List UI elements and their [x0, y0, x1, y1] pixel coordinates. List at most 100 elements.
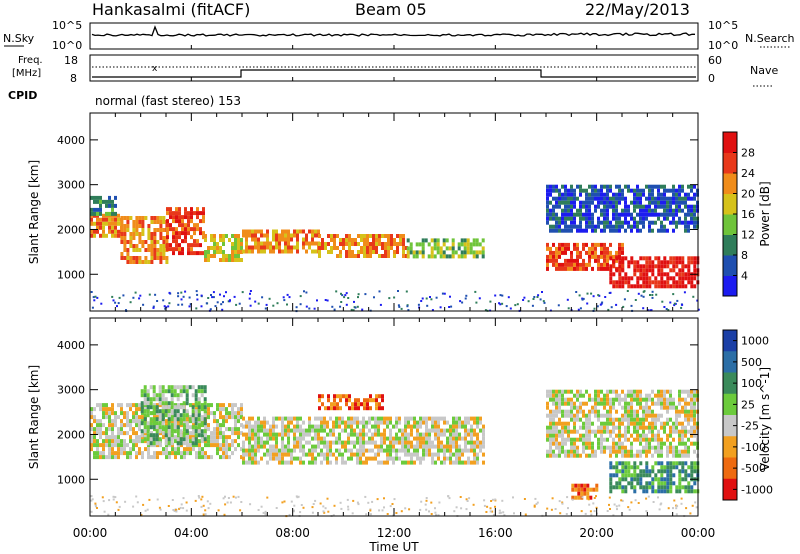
echo-speckle: [232, 495, 235, 498]
noise-tick-top-right: 10^5: [708, 19, 738, 32]
echo-cell: [576, 389, 579, 394]
echo-cell: [567, 242, 570, 247]
echo-cell: [618, 188, 621, 193]
echo-cell: [167, 405, 171, 410]
echo-cell: [311, 249, 314, 254]
echo-speckle: [391, 503, 394, 505]
echo-cell: [473, 456, 476, 461]
echo-cell: [624, 453, 627, 458]
echo-speckle: [566, 298, 569, 301]
echo-speckle: [663, 306, 666, 308]
echo-cell: [466, 242, 470, 247]
echo-cell: [591, 405, 594, 410]
echo-speckle: [584, 512, 587, 515]
echo-cell: [615, 284, 619, 289]
echo-cell: [189, 451, 192, 456]
echo-cell: [651, 228, 654, 233]
echo-cell: [345, 242, 348, 246]
echo-cell: [156, 415, 159, 420]
echo-cell: [284, 249, 287, 254]
echo-cell: [359, 444, 362, 449]
echo-cell: [422, 448, 425, 453]
echo-cell: [407, 420, 410, 425]
echo-cell: [585, 433, 588, 438]
echo-cell: [363, 234, 366, 238]
echo-speckle: [512, 496, 514, 499]
echo-speckle: [305, 305, 308, 308]
echo-cell: [396, 242, 399, 246]
echo-cell: [404, 428, 407, 433]
echo-cell: [338, 436, 341, 441]
echo-cell: [165, 423, 168, 428]
echo-speckle: [281, 501, 284, 504]
echo-speckle: [434, 511, 437, 514]
echo-cell: [588, 212, 591, 217]
echo-cell: [166, 211, 169, 216]
echo-cell: [146, 425, 150, 430]
echo-cell: [600, 220, 603, 225]
echo-cell: [170, 437, 174, 442]
echo-cell: [381, 254, 384, 258]
echo-cell: [564, 188, 567, 193]
echo-cell: [287, 460, 290, 465]
echo-cell: [200, 421, 204, 426]
echo-cell: [308, 452, 311, 457]
echo-cell: [564, 220, 567, 225]
echo-cell: [196, 215, 199, 220]
echo-cell: [645, 425, 648, 430]
echo-cell: [386, 424, 389, 429]
echo-cell: [609, 276, 613, 281]
echo-cell: [666, 489, 670, 494]
echo-cell: [287, 245, 290, 250]
echo-cell: [108, 229, 111, 234]
echo-cell: [359, 440, 362, 445]
echo-cell: [431, 456, 434, 461]
echo-speckle: [634, 499, 637, 502]
colorbar-segment: [723, 152, 737, 174]
echo-cell: [609, 445, 612, 450]
echo-speckle: [618, 504, 621, 507]
echo-cell: [248, 456, 251, 461]
echo-cell: [675, 461, 679, 466]
echo-cell: [669, 389, 672, 394]
echo-cell: [621, 453, 624, 458]
echo-cell: [567, 204, 570, 209]
echo-cell: [657, 284, 661, 289]
echo-cell: [672, 260, 676, 265]
echo-cell: [457, 254, 461, 259]
echo-cell: [99, 443, 102, 448]
echo-cell: [222, 403, 225, 408]
echo-cell: [257, 241, 260, 246]
echo-cell: [275, 448, 278, 453]
echo-cell: [657, 393, 660, 398]
echo-cell: [693, 469, 697, 474]
echo-cell: [690, 220, 693, 225]
echo-cell: [348, 394, 351, 399]
echo-cell: [594, 228, 597, 233]
echo-cell: [377, 448, 380, 453]
echo-cell: [603, 250, 606, 255]
echo-cell: [390, 238, 393, 242]
echo-cell: [293, 440, 296, 445]
echo-cell: [672, 284, 676, 289]
echo-cell: [443, 448, 446, 453]
echo-cell: [407, 460, 410, 465]
echo-cell: [117, 221, 120, 226]
echo-speckle: [116, 305, 118, 308]
echo-cell: [481, 250, 485, 255]
echo-cell: [138, 220, 142, 224]
echo-cell: [123, 447, 126, 452]
echo-cell: [597, 401, 600, 406]
echo-cell: [123, 228, 127, 232]
echo-cell: [195, 407, 198, 412]
echo-cell: [687, 389, 690, 394]
echo-cell: [234, 234, 237, 238]
echo-cell: [263, 420, 266, 425]
echo-speckle: [621, 499, 624, 502]
echo-cell: [114, 435, 117, 440]
echo-cell: [308, 448, 311, 453]
echo-cell: [660, 192, 663, 197]
echo-cell: [615, 212, 618, 217]
echo-speckle: [675, 513, 678, 516]
echo-speckle: [541, 291, 543, 293]
